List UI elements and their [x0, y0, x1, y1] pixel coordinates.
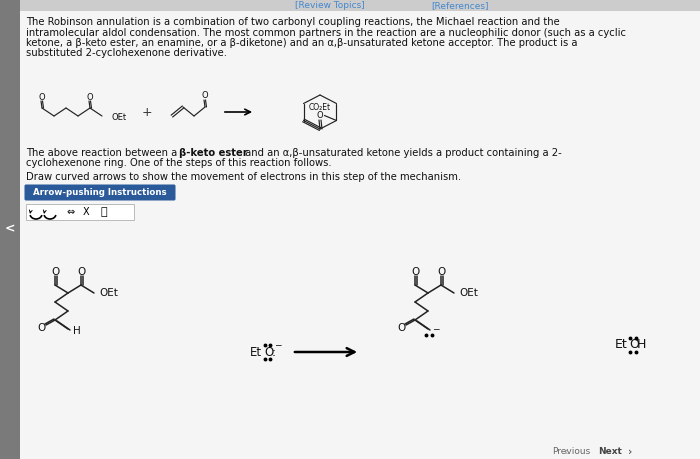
Bar [20, 0, 700, 11]
Text: −: − [274, 341, 281, 349]
Text: [References]: [References] [431, 1, 489, 11]
Text: O: O [316, 112, 323, 121]
Text: O: O [202, 91, 209, 101]
Text: O: O [398, 323, 406, 333]
Text: O: O [264, 346, 273, 358]
Text: Arrow-pushing Instructions: Arrow-pushing Instructions [33, 188, 167, 197]
Text: The Robinson annulation is a combination of two carbonyl coupling reactions, the: The Robinson annulation is a combination… [26, 17, 560, 27]
Text: Et: Et [250, 346, 262, 358]
Text: O: O [629, 338, 639, 352]
Text: Next: Next [598, 448, 622, 457]
Text: intramolecular aldol condensation. The most common partners in the reaction are : intramolecular aldol condensation. The m… [26, 28, 626, 38]
Text: O: O [438, 267, 446, 277]
Text: +: + [141, 106, 153, 119]
Text: H: H [637, 338, 646, 352]
Text: <: < [5, 223, 15, 235]
Text: [Review Topics]: [Review Topics] [295, 1, 365, 11]
Text: cyclohexenone ring. One of the steps of this reaction follows.: cyclohexenone ring. One of the steps of … [26, 158, 332, 168]
Text: O: O [78, 267, 86, 277]
Text: ›: › [628, 447, 632, 457]
Text: and an α,β-unsaturated ketone yields a product containing a 2-: and an α,β-unsaturated ketone yields a p… [242, 148, 561, 158]
Bar [26, 204, 134, 220]
Text: OEt: OEt [99, 288, 118, 298]
Text: :: : [272, 346, 276, 358]
Text: CO₂Et: CO₂Et [309, 103, 330, 112]
Text: O: O [38, 93, 46, 101]
Text: ⇔: ⇔ [67, 207, 75, 217]
Text: ‹: ‹ [563, 447, 567, 457]
Text: substituted 2-cyclohexenone derivative.: substituted 2-cyclohexenone derivative. [26, 49, 227, 58]
Text: Et: Et [615, 338, 628, 352]
Bar [0, 0, 20, 459]
Text: OEt: OEt [459, 288, 478, 298]
Text: O: O [87, 93, 93, 101]
Text: O: O [52, 267, 60, 277]
Text: X: X [83, 207, 90, 217]
Text: O: O [412, 267, 420, 277]
Text: ⎙: ⎙ [101, 207, 107, 217]
Text: H: H [73, 326, 80, 336]
Text: O: O [38, 323, 46, 333]
Text: ketone, a β-keto ester, an enamine, or a β-diketone) and an α,β-unsaturated keto: ketone, a β-keto ester, an enamine, or a… [26, 38, 577, 48]
Text: OEt: OEt [112, 112, 127, 122]
FancyBboxPatch shape [25, 185, 176, 201]
Text: Draw curved arrows to show the movement of electrons in this step of the mechani: Draw curved arrows to show the movement … [26, 172, 461, 182]
Text: −: − [433, 325, 440, 334]
Text: Previous: Previous [552, 448, 590, 457]
Text: β-keto ester: β-keto ester [179, 148, 248, 158]
Text: The above reaction between a: The above reaction between a [26, 148, 181, 158]
